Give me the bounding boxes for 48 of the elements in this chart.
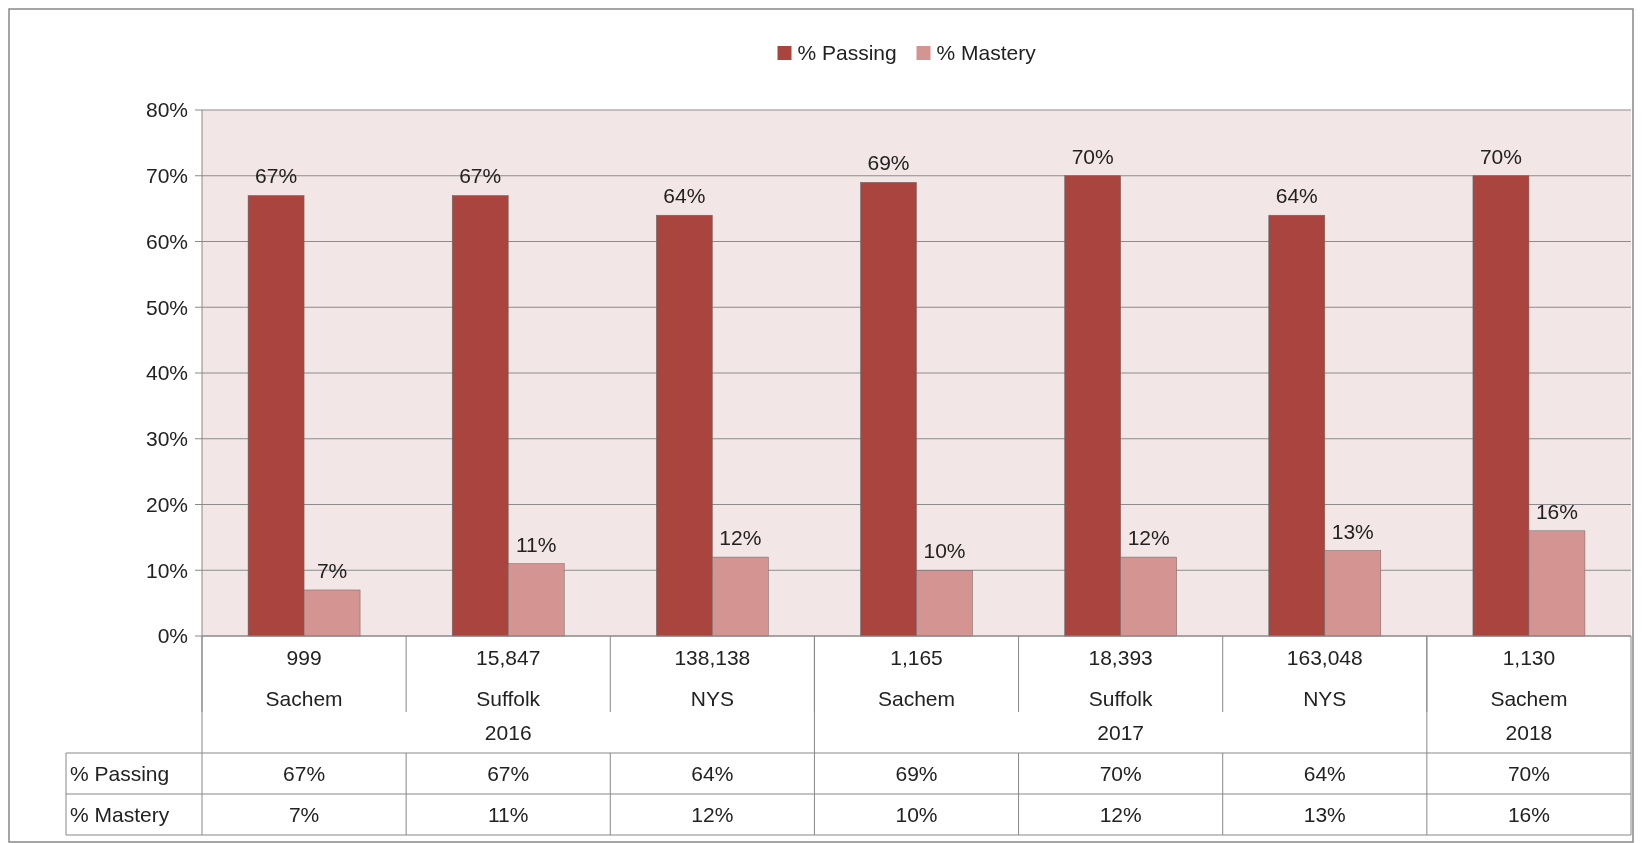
data-label: 67% [283,761,326,785]
text: 70% [1479,144,1522,168]
text: 11% [515,532,557,556]
text: 67% [255,164,298,188]
text: 12% [719,526,762,550]
data-label: 10% [895,802,938,826]
x-tick-label: 138,138 NYS [674,646,751,711]
text: 69% [867,151,910,175]
y-tick-label: 70% [145,164,188,188]
text: 10% [923,539,966,563]
data-label: 16% [1507,802,1550,826]
text: 64% [663,184,706,208]
data-label: 70% [1099,761,1142,785]
legend-label: % Passing [797,41,897,65]
y-tick-label: 0% [157,624,188,648]
data-label: 7% [288,802,320,826]
data-label: 64% [1303,761,1346,785]
text: % Mastery [70,802,170,826]
data-label: 70% [1507,761,1550,785]
data-label: 12% [1099,802,1142,826]
category-label: 15,847 Suffolk 2016 [476,646,541,744]
y-tick-label: 20% [145,492,188,516]
text: 67% [459,164,502,188]
data-label: 69% [895,761,938,785]
data-label: 64% [691,761,734,785]
y-tick-label: 10% [145,558,188,582]
y-tick-label: 80% [145,98,188,122]
text: 12% [1127,526,1170,550]
text: 16% [1535,499,1578,523]
data-label: 12% [691,802,734,826]
category-label: 1,130 Sachem 2018 [1490,646,1568,744]
y-tick-label: 40% [145,361,188,385]
text: % Passing [70,761,170,785]
x-tick-label: 1,165 Sachem [877,646,956,711]
legend-label: % Mastery [936,41,1037,65]
text: 70% [1071,144,1114,168]
y-tick-label: 60% [145,229,188,253]
text: 13% [1331,519,1374,543]
text: 7% [316,558,348,582]
x-tick-label: 999 Sachem [265,646,343,711]
data-label: 11% [487,802,529,826]
text: 64% [1275,184,1318,208]
data-label: 67% [487,761,530,785]
data-label: 13% [1303,802,1346,826]
category-label: 18,393 Suffolk 2017 [1088,646,1153,744]
x-tick-label: 163,048 NYS [1286,646,1363,711]
y-tick-label: 50% [145,295,188,319]
y-tick-label: 30% [145,427,188,451]
